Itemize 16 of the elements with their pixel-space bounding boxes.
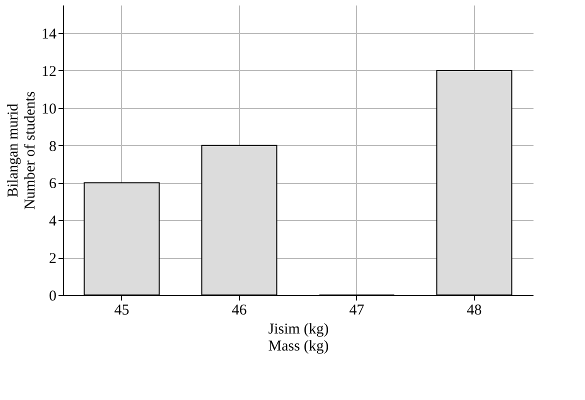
text: Bilangan murid bbox=[6, 104, 22, 198]
text: Jisim (kg) bbox=[268, 322, 329, 338]
x-tick-label: 47 bbox=[349, 302, 365, 318]
text: Mass (kg) bbox=[268, 338, 329, 354]
y-tick-label: 14 bbox=[42, 26, 57, 43]
x-tick-label: 46 bbox=[232, 302, 248, 318]
y-tick-label: 8 bbox=[49, 138, 56, 155]
x-tick-label: 48 bbox=[466, 302, 482, 318]
y-tick-label: 4 bbox=[49, 214, 57, 230]
y-tick-label: 12 bbox=[42, 64, 56, 80]
text: Number of students bbox=[22, 91, 38, 210]
y-tick-label: 6 bbox=[49, 176, 57, 192]
y-tick-label: 10 bbox=[42, 101, 56, 118]
y-tick-label: 2 bbox=[49, 251, 56, 268]
y-tick-label: 0 bbox=[49, 288, 56, 304]
x-tick-label: 45 bbox=[114, 302, 130, 318]
